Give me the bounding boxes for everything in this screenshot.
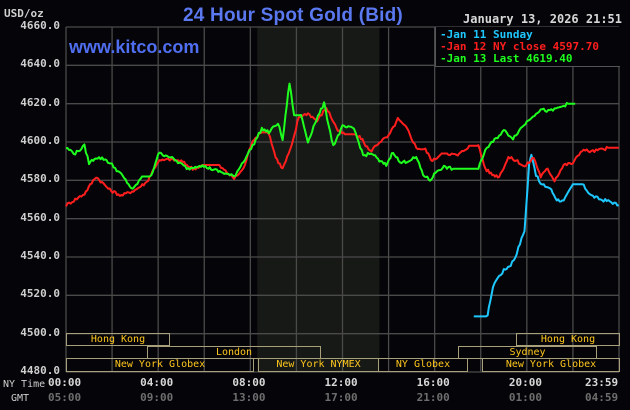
x-axis-row-label-ny: NY Time xyxy=(3,379,46,390)
x-axis-label-ny: 08:00 xyxy=(232,376,266,389)
legend-item-jan11: -Jan 11 Sunday xyxy=(440,28,533,41)
session-new-york-globex-2: New York Globex xyxy=(482,358,620,372)
legend-item-jan13: -Jan 13 Last 4619.40 xyxy=(440,52,572,65)
y-axis-label: 4660.0 xyxy=(20,19,60,32)
legend: -Jan 11 Sunday -Jan 12 NY close 4597.70 … xyxy=(435,27,620,67)
y-axis-label: 4600.0 xyxy=(20,134,60,147)
grid-lines xyxy=(65,26,620,373)
legend-marker-icon: - xyxy=(440,28,447,41)
legend-marker-icon: - xyxy=(440,52,447,65)
legend-label: Jan 11 Sunday xyxy=(446,28,533,41)
y-axis-label: 4580.0 xyxy=(20,172,60,186)
y-axis-label: 4560.0 xyxy=(20,210,60,224)
x-axis-label-ny: 16:00 xyxy=(416,376,450,389)
series-line xyxy=(473,153,619,318)
chart-title: 24 Hour Spot Gold (Bid) xyxy=(0,5,630,27)
session-new-york-nymex: New York NYMEX xyxy=(258,358,379,372)
x-axis-row-label-gmt: GMT xyxy=(11,393,30,404)
nymex-shaded-region xyxy=(257,27,380,372)
x-axis-label-gmt: 04:59 xyxy=(585,391,619,404)
y-axis-label: 4620.0 xyxy=(20,95,60,109)
legend-label: Jan 12 NY close 4597.70 xyxy=(446,40,599,53)
legend-marker-icon: - xyxy=(440,40,447,53)
x-axis-label-ny: 23:59 xyxy=(585,376,619,389)
legend-label: Jan 13 Last 4619.40 xyxy=(446,52,573,65)
session-new-york-globex: New York Globex xyxy=(66,358,254,372)
series-line xyxy=(65,107,619,207)
x-axis-label-gmt: 21:00 xyxy=(416,391,450,404)
y-axis-label: 4520.0 xyxy=(20,287,60,301)
legend-item-jan12: -Jan 12 NY close 4597.70 xyxy=(440,40,599,53)
x-axis-label-gmt: 13:00 xyxy=(232,391,266,404)
y-axis-unit: USD/oz xyxy=(4,7,44,20)
session-hong-kong: Hong Kong xyxy=(66,333,170,346)
y-axis-label: 4540.0 xyxy=(20,249,60,262)
price-lines xyxy=(65,82,619,318)
y-axis-label: 4480.0 xyxy=(20,364,60,377)
series-line xyxy=(65,82,576,190)
x-axis-label-ny: 04:00 xyxy=(140,376,174,389)
watermark-link[interactable]: www.kitco.com xyxy=(69,37,200,57)
x-axis-label-ny: 20:00 xyxy=(508,376,542,389)
y-axis-label: 4500.0 xyxy=(20,325,60,339)
y-axis-label: 4640.0 xyxy=(20,57,60,71)
chart-title-text: 24 Hour Spot Gold (Bid) xyxy=(183,5,403,26)
x-axis-label-gmt: 05:00 xyxy=(48,391,82,404)
session-hong-kong-2: Hong Kong xyxy=(516,333,620,346)
x-axis-label-ny: 00:00 xyxy=(48,376,82,389)
x-axis-label-ny: 12:00 xyxy=(324,376,358,389)
session-ny-globex: NY Globex xyxy=(378,358,468,372)
x-axis-label-gmt: 01:00 xyxy=(508,391,542,404)
timestamp: January 13, 2026 21:51 xyxy=(463,12,622,26)
x-axis-label-gmt: 09:00 xyxy=(140,391,174,404)
x-axis-label-gmt: 17:00 xyxy=(324,391,358,404)
